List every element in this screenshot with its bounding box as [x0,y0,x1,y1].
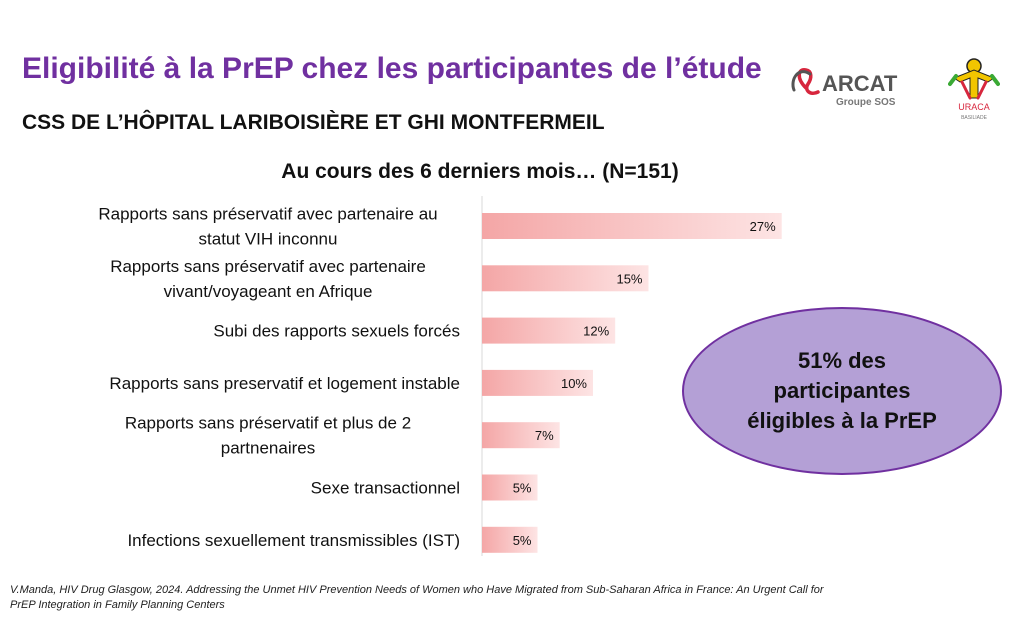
category-label: Rapports sans preservatif et logement in… [109,374,460,393]
category-label: statut VIH inconnu [199,230,338,249]
bar [482,422,560,449]
bar [482,369,593,396]
arcat-logo: ARCAT Groupe SOS [791,68,898,108]
callout-line: participantes [773,378,911,403]
category-label: Infections sexuellement transmissibles (… [127,531,460,550]
category-label: Rapports sans préservatif et plus de 2 [125,414,411,433]
bar [482,526,538,553]
category-label: Subi des rapports sexuels forcés [213,322,460,341]
bar-value-label: 5% [513,533,532,548]
page-title: Eligibilité à la PrEP chez les participa… [22,52,762,85]
bar-value-label: 5% [513,481,532,496]
bar-value-label: 12% [583,324,609,339]
arcat-logo-subtext: Groupe SOS [836,97,896,108]
category-label: Rapports sans préservatif avec partenair… [110,257,426,276]
chart-title: Au cours des 6 derniers mois… (N=151) [281,160,679,183]
bar [482,317,616,344]
category-label: partnenaires [221,439,316,458]
bar [482,474,538,501]
bar-value-label: 27% [750,219,776,234]
bar-value-label: 10% [561,376,587,391]
bar-value-label: 15% [616,271,642,286]
uraca-logo-subtext: BASILIADE [961,115,988,121]
bar [482,265,649,292]
uraca-logo-text: URACA [958,102,990,112]
source-citation: V.Manda, HIV Drug Glasgow, 2024. Address… [10,584,824,611]
person-icon [952,69,996,99]
bar-value-label: 7% [535,428,554,443]
category-label: Sexe transactionnel [311,479,460,498]
uraca-logo: URACA BASILIADE [948,58,1000,121]
callout-line: éligibles à la PrEP [747,408,937,433]
eligibility-callout: 51% des participantes éligibles à la PrE… [682,307,1002,475]
callout-line: 51% des [797,348,887,373]
category-label: vivant/voyageant en Afrique [164,282,373,301]
bar [482,213,782,239]
page-subtitle: CSS DE L’HÔPITAL LARIBOISIÈRE ET GHI MON… [22,111,605,134]
arcat-logo-text: ARCAT [822,71,898,96]
category-label: Rapports sans préservatif avec partenair… [98,205,437,224]
